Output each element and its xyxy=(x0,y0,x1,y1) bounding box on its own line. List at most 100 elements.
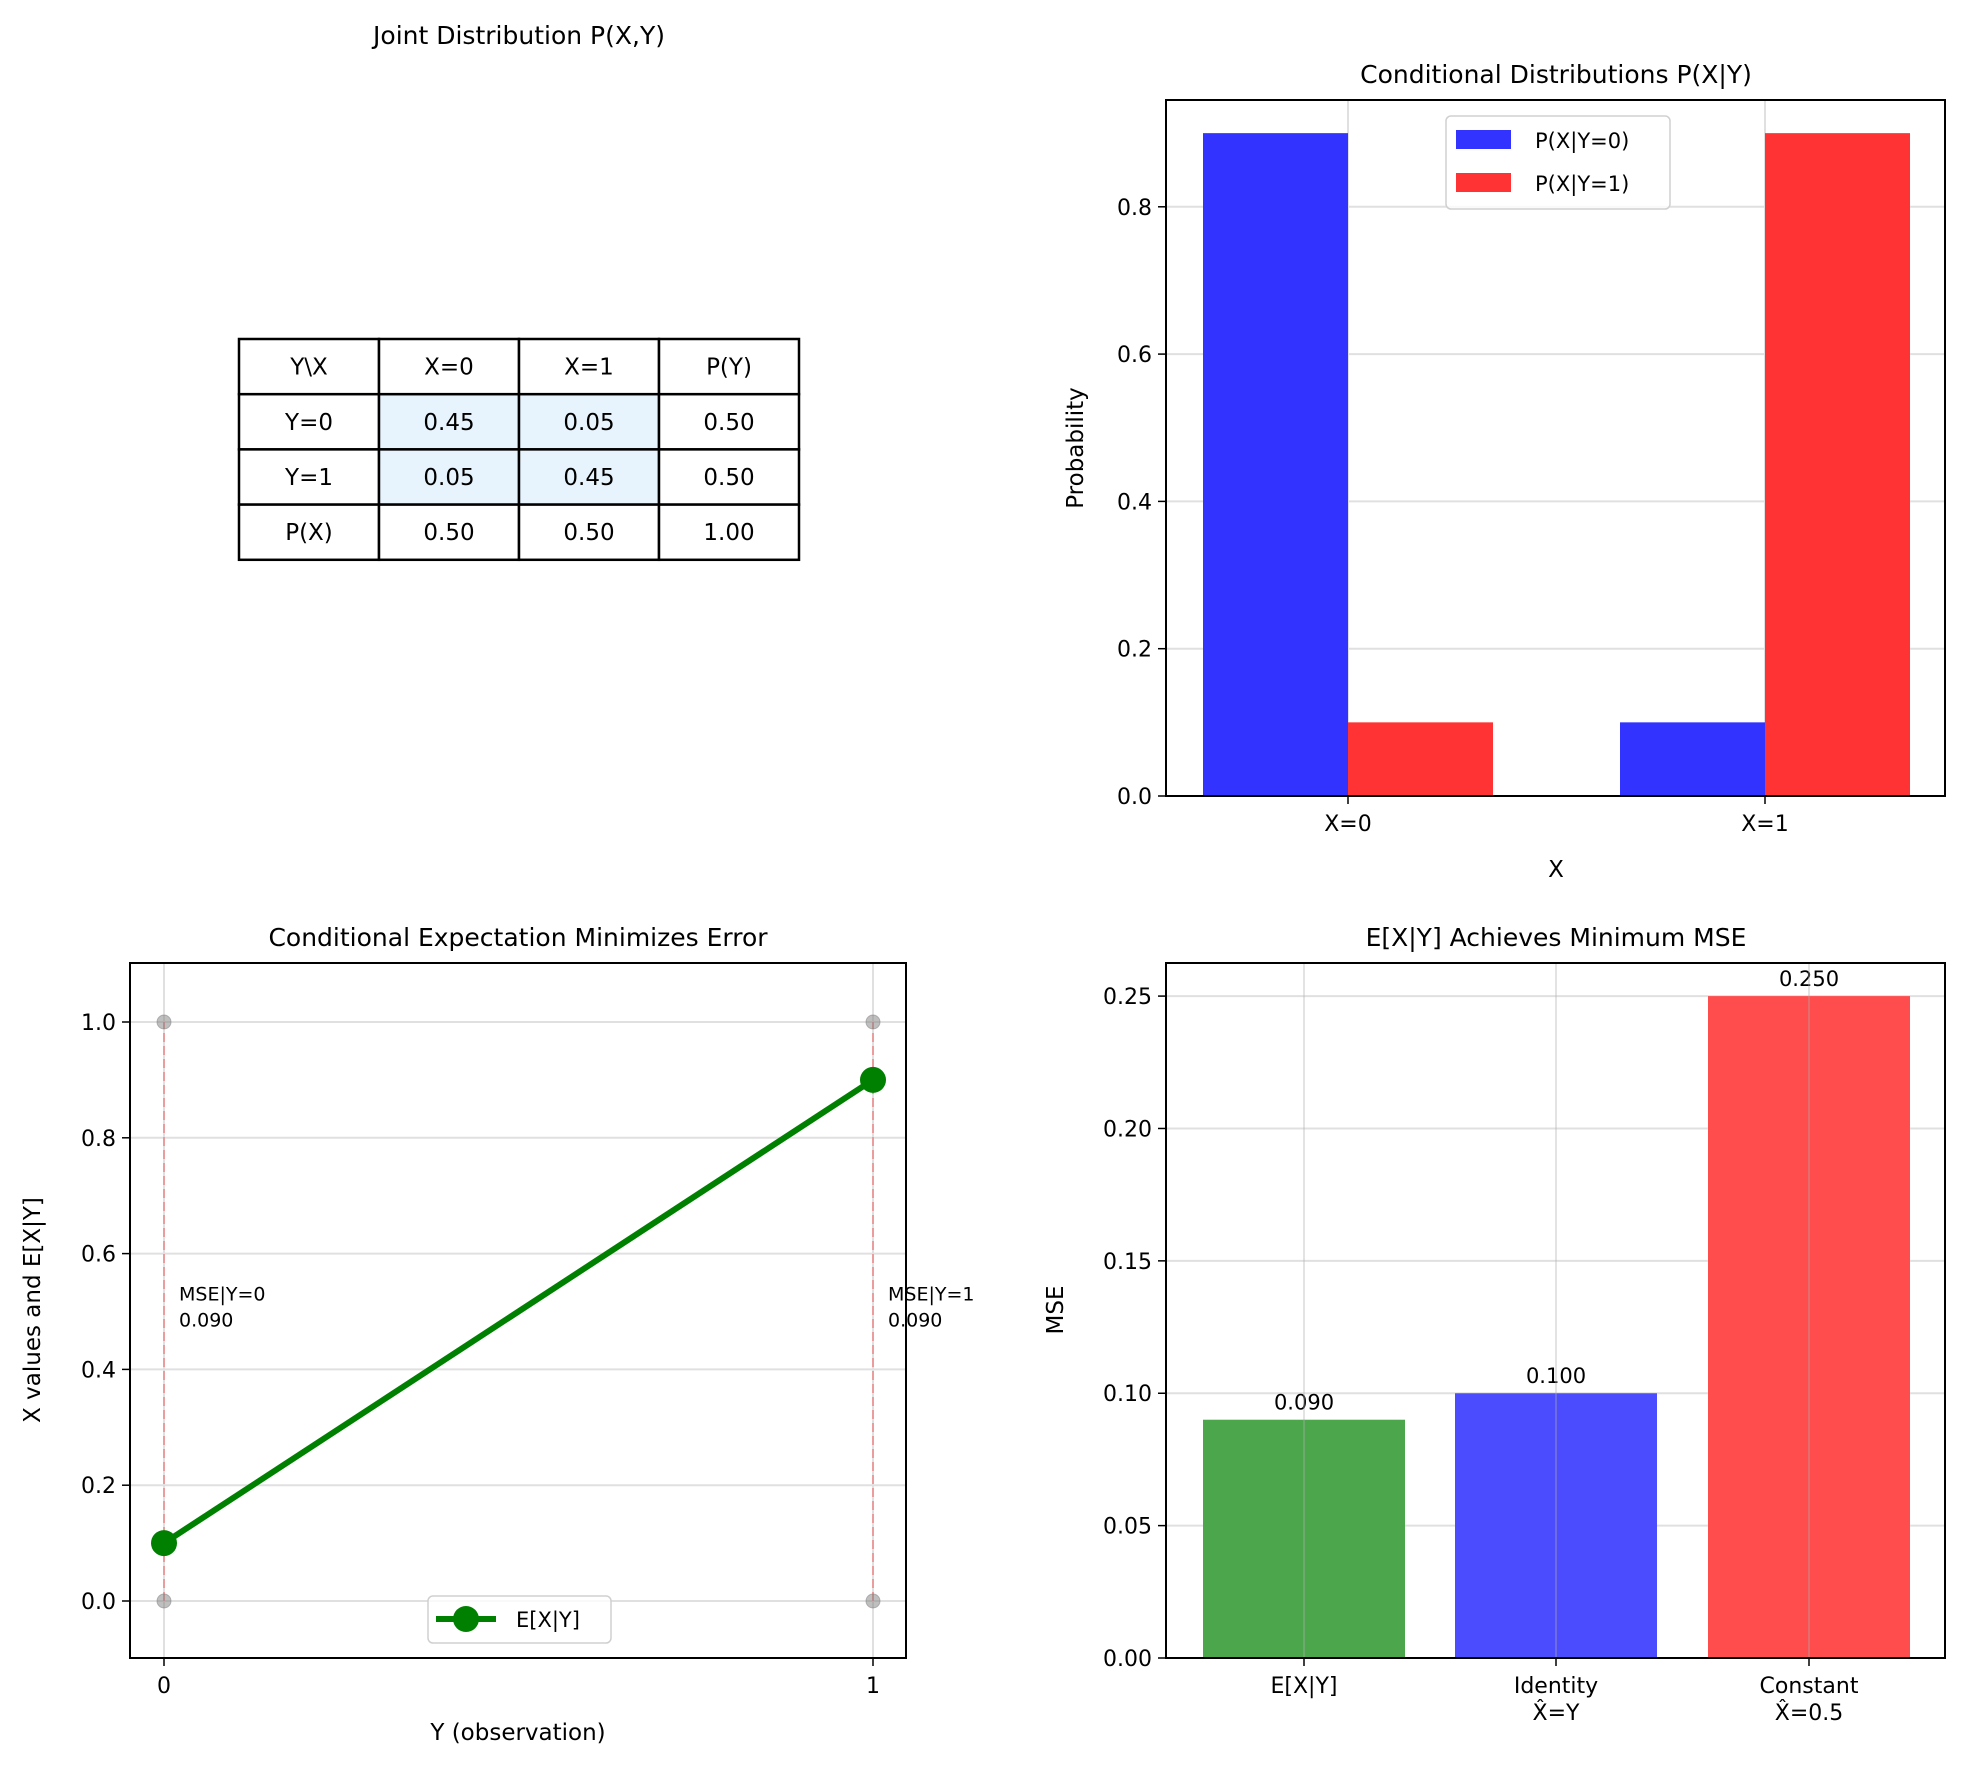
bar-value-label: 0.090 xyxy=(1274,1391,1334,1415)
y-tick-label: 0.20 xyxy=(1103,1117,1152,1142)
mse-annotation: 0.090 xyxy=(888,1310,942,1332)
conditional-expectation-panel: MSE|Y=0 0.090 MSE|Y=1 0.090 0.0 0.2 0.4 0.6 0.8… xyxy=(20,923,974,1746)
y-tick-label: 0.4 xyxy=(81,1358,116,1383)
y-tick-label: 0.0 xyxy=(1117,785,1152,810)
x-tick-label: E[X|Y] xyxy=(1271,1674,1338,1699)
bar-P(X|Y=0) xyxy=(1203,133,1348,797)
legend: E[X|Y] xyxy=(427,1595,612,1644)
expectation-marker xyxy=(860,1066,886,1093)
legend-label: E[X|Y] xyxy=(516,1608,580,1633)
table-cell-text: 0.05 xyxy=(563,410,614,436)
y-ticks: 0.0 0.2 0.4 0.6 0.8 1.0 xyxy=(81,1011,130,1615)
conditional-distributions-panel: 0.0 0.2 0.4 0.6 0.8 X=0 X=1 Conditional Distr… xyxy=(1063,60,1946,883)
data-point xyxy=(156,1014,172,1030)
table-cell xyxy=(657,503,801,562)
table-cell-text: Y=1 xyxy=(284,465,333,491)
table-header-cell xyxy=(657,337,801,396)
y-tick-label: 0.4 xyxy=(1117,490,1152,515)
bar-P(X|Y=1) xyxy=(1348,722,1493,796)
y-ticks: 0.00 0.05 0.10 0.15 0.20 0.25 xyxy=(1103,985,1166,1672)
conditional-expectation-title: Conditional Expectation Minimizes Error xyxy=(268,923,768,952)
expectation-marker xyxy=(151,1530,177,1557)
axes-frame xyxy=(129,962,907,1659)
y-tick-label: 0.00 xyxy=(1103,1647,1152,1672)
x-tick-label: X=0 xyxy=(1324,812,1372,837)
legend-swatch xyxy=(1456,173,1511,192)
table-header-text: Y\X xyxy=(289,355,328,381)
y-tick-label: 0.6 xyxy=(81,1243,116,1268)
y-tick-label: 0.6 xyxy=(1117,343,1152,368)
bar-P(X|Y=0) xyxy=(1620,722,1765,796)
bars: 0.090 0.100 0.250 xyxy=(1203,967,1910,1658)
table-cell xyxy=(657,392,801,451)
legend-marker xyxy=(453,1606,479,1632)
joint-distribution-table: Y\X X=0 X=1 P(Y) Y=0 0.45 0.05 0.50 Y=1 0.05 0.45 0… xyxy=(237,337,801,562)
y-tick-label: 0.0 xyxy=(81,1590,116,1615)
x-ticks: X=0 X=1 xyxy=(1324,796,1789,837)
x-tick-label: X̂=Y xyxy=(1533,1700,1581,1726)
x-tick-label: X̂=0.5 xyxy=(1775,1700,1844,1726)
data-point xyxy=(865,1593,881,1609)
bar-P(X|Y=1) xyxy=(1765,133,1910,797)
table-cell xyxy=(377,503,521,562)
table-cell xyxy=(237,503,381,562)
y-axis-label: MSE xyxy=(1043,1286,1069,1335)
table-cell-text: Y=0 xyxy=(284,410,333,436)
table-cell-text: 0.45 xyxy=(563,465,614,491)
mse-comparison-title: E[X|Y] Achieves Minimum MSE xyxy=(1366,923,1747,952)
table-header-cell xyxy=(377,337,521,396)
y-tick-label: 0.2 xyxy=(1117,638,1152,663)
table-cell-text: 1.00 xyxy=(703,520,754,546)
bar-value-label: 0.250 xyxy=(1779,967,1839,991)
marks: MSE|Y=0 0.090 MSE|Y=1 0.090 xyxy=(151,1014,974,1609)
y-tick-label: 0.15 xyxy=(1103,1250,1152,1275)
axes-frame xyxy=(1165,99,1946,797)
legend-label: P(X|Y=0) xyxy=(1535,129,1629,154)
legend: P(X|Y=0) P(X|Y=1) xyxy=(1445,115,1671,210)
bar-value-label: 0.100 xyxy=(1526,1364,1586,1388)
table-cell-text: 0.50 xyxy=(703,410,754,436)
x-tick-label: X=1 xyxy=(1741,812,1789,837)
table-header-text: X=1 xyxy=(564,355,614,381)
vertical-grid xyxy=(1303,963,1810,1658)
y-tick-label: 0.8 xyxy=(81,1127,116,1152)
y-tick-label: 0.05 xyxy=(1103,1515,1152,1540)
y-axis-label: Probability xyxy=(1063,387,1089,509)
x-axis-label: X xyxy=(1548,857,1564,883)
x-tick-label: 0 xyxy=(157,1674,171,1699)
y-ticks: 0.0 0.2 0.4 0.6 0.8 xyxy=(1117,196,1166,810)
mse-annotation: 0.090 xyxy=(179,1310,233,1332)
table-cell xyxy=(377,448,521,506)
table-cell-text: 0.50 xyxy=(563,520,614,546)
x-tick-label: Identity xyxy=(1514,1674,1598,1699)
table-cell-text: P(X) xyxy=(285,520,333,546)
expectation-line xyxy=(162,1077,875,1546)
table-header-text: P(Y) xyxy=(706,355,752,381)
y-axis-label: X values and E[X|Y] xyxy=(20,1197,46,1423)
y-tick-label: 0.10 xyxy=(1103,1382,1152,1407)
y-tick-label: 0.8 xyxy=(1117,196,1152,221)
joint-distribution-panel: Joint Distribution P(X,Y) Y\X X=0 X=1 P(Y)Y… xyxy=(237,21,801,562)
table-cell xyxy=(657,448,801,506)
table-cell-text: 0.45 xyxy=(423,410,474,436)
y-tick-label: 0.25 xyxy=(1103,985,1152,1010)
bar xyxy=(1203,1419,1405,1658)
legend-label: P(X|Y=1) xyxy=(1535,172,1629,197)
mse-annotation: MSE|Y=0 xyxy=(179,1284,265,1306)
y-tick-label: 1.0 xyxy=(81,1011,116,1036)
table-header-text: X=0 xyxy=(424,355,474,381)
y-tick-label: 0.2 xyxy=(81,1474,116,1499)
table-cell-text: 0.50 xyxy=(423,520,474,546)
legend-swatch xyxy=(1456,130,1511,149)
conditional-distributions-title: Conditional Distributions P(X|Y) xyxy=(1360,60,1752,89)
bar xyxy=(1708,996,1910,1658)
joint-distribution-title: Joint Distribution P(X,Y) xyxy=(371,21,665,50)
bar xyxy=(1455,1393,1657,1658)
table-cell-text: 0.05 xyxy=(423,465,474,491)
data-point xyxy=(156,1593,172,1609)
legend-box xyxy=(427,1595,612,1644)
bars xyxy=(1203,133,1910,797)
x-axis-label: Y (observation) xyxy=(429,1720,605,1746)
